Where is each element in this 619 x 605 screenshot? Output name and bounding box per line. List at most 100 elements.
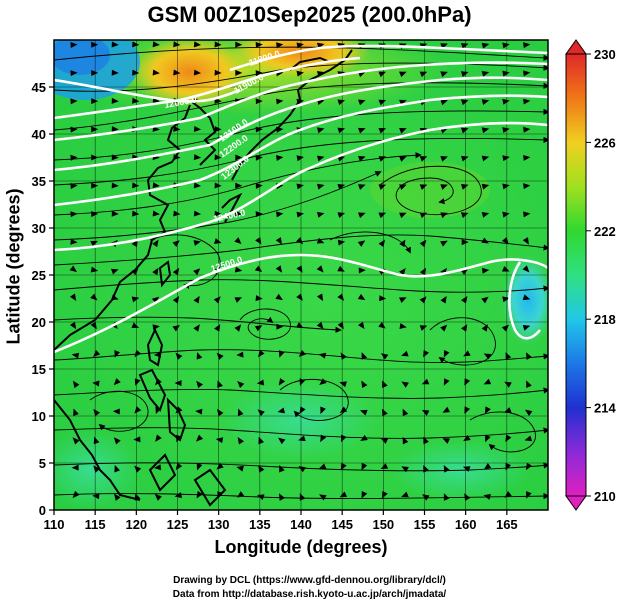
- flow-arrow: [523, 183, 531, 190]
- flow-arrow: [234, 237, 242, 245]
- flow-arrow: [337, 155, 346, 162]
- y-tick-label: 40: [32, 127, 46, 142]
- flow-arrow: [440, 295, 447, 304]
- flow-arrow: [216, 408, 224, 417]
- flow-arrow: [419, 267, 426, 276]
- flow-arrow: [235, 210, 243, 217]
- flow-arrow: [316, 237, 325, 244]
- flow-arrow: [319, 378, 327, 385]
- flow-arrow: [93, 349, 101, 357]
- flow-arrow: [275, 293, 283, 301]
- flow-arrow: [380, 463, 389, 470]
- flow-arrow: [482, 267, 490, 274]
- flow-arrow: [380, 438, 389, 444]
- flow-arrow: [501, 237, 509, 245]
- flow-arrow: [278, 437, 286, 445]
- flow-arrow: [481, 211, 490, 218]
- flow-arrow: [316, 265, 324, 273]
- streamline: [54, 349, 548, 363]
- flow-arrow: [255, 70, 263, 77]
- colorbar-tick-label: 230: [594, 47, 616, 62]
- streamline: [54, 152, 422, 216]
- flow-arrow: [358, 99, 366, 106]
- flow-arrow: [340, 352, 347, 360]
- flow-arrow: [502, 296, 510, 303]
- flow-arrow: [360, 434, 368, 442]
- flow-arrow: [318, 463, 327, 470]
- flow-arrow: [442, 406, 451, 413]
- flow-arrow: [296, 322, 304, 329]
- flow-arrow: [460, 43, 469, 49]
- x-tick-label: 150: [372, 517, 394, 532]
- flow-arrow: [299, 493, 306, 501]
- flow-arrow: [255, 41, 263, 48]
- flow-arrow: [523, 211, 531, 218]
- flow-arrow: [278, 350, 285, 358]
- flow-arrow: [91, 154, 99, 161]
- flow-arrow: [358, 212, 366, 219]
- flow-arrow: [460, 99, 469, 106]
- flow-arrow: [195, 408, 203, 415]
- flow-arrow: [258, 349, 265, 358]
- colorbar-tick-label: 222: [594, 224, 616, 239]
- streamline: [54, 279, 548, 293]
- flow-arrow: [72, 437, 80, 445]
- flow-arrow: [316, 211, 325, 218]
- flow-arrow: [464, 378, 471, 386]
- credit-data: Data from http://database.rish.kyoto-u.a…: [172, 589, 447, 600]
- colorbar-min-arrow: [565, 495, 587, 511]
- flow-arrow: [501, 265, 510, 272]
- flow-arrow: [522, 265, 530, 273]
- flow-arrow: [443, 465, 450, 473]
- flow-arrow: [339, 491, 348, 498]
- colorbar: 210 214 218 222 226 230: [565, 39, 616, 511]
- flow-arrow: [299, 406, 306, 414]
- flow-arrow: [173, 69, 181, 76]
- flow-arrow: [358, 156, 366, 162]
- colorbar-gradient: [565, 53, 587, 497]
- flow-arrow: [296, 155, 304, 162]
- flow-arrow: [111, 126, 119, 133]
- flow-arrow: [399, 323, 407, 330]
- streamline: [149, 234, 221, 289]
- flow-arrow: [464, 406, 471, 415]
- coastlines: [54, 49, 353, 507]
- flow-arrow: [90, 293, 98, 301]
- colorbar-max-arrow: [565, 39, 587, 55]
- flow-arrow: [358, 184, 366, 190]
- flow-arrow: [440, 324, 448, 332]
- flow-arrow: [193, 69, 202, 76]
- streamline: [54, 82, 548, 131]
- flow-arrow: [112, 408, 120, 415]
- flow-arrow: [174, 380, 182, 387]
- flow-arrow: [132, 41, 140, 48]
- flow-arrow: [461, 324, 468, 332]
- flow-arrow: [152, 210, 160, 217]
- flow-arrow: [255, 126, 263, 133]
- flow-arrow: [460, 184, 469, 190]
- flow-arrow: [93, 436, 100, 445]
- flow-arrow: [70, 42, 78, 48]
- flow-arrow: [361, 462, 368, 471]
- flow-arrow: [214, 69, 222, 76]
- flow-arrow: [505, 462, 512, 471]
- flow-arrow: [296, 265, 303, 273]
- flow-arrow: [153, 464, 162, 471]
- flow-arrow: [69, 321, 77, 330]
- flow-arrow: [358, 321, 365, 330]
- flow-arrow: [318, 494, 327, 501]
- flow-arrow: [380, 353, 389, 360]
- flow-arrow: [134, 465, 142, 473]
- flow-arrow: [419, 212, 428, 219]
- x-axis-ticks: 110 115 120 125 130 135 140 145 150 155 160 165: [44, 510, 518, 532]
- flow-arrow: [172, 295, 180, 304]
- flow-arrow: [318, 352, 327, 359]
- flow-arrow: [398, 297, 407, 303]
- x-tick-label: 135: [249, 517, 271, 532]
- colorbar-tick-label: 218: [594, 312, 616, 327]
- flow-arrow: [523, 70, 531, 77]
- flow-arrow: [72, 490, 80, 499]
- flow-arrow: [423, 349, 430, 358]
- flow-arrow: [296, 211, 304, 218]
- flow-arrow: [339, 381, 347, 388]
